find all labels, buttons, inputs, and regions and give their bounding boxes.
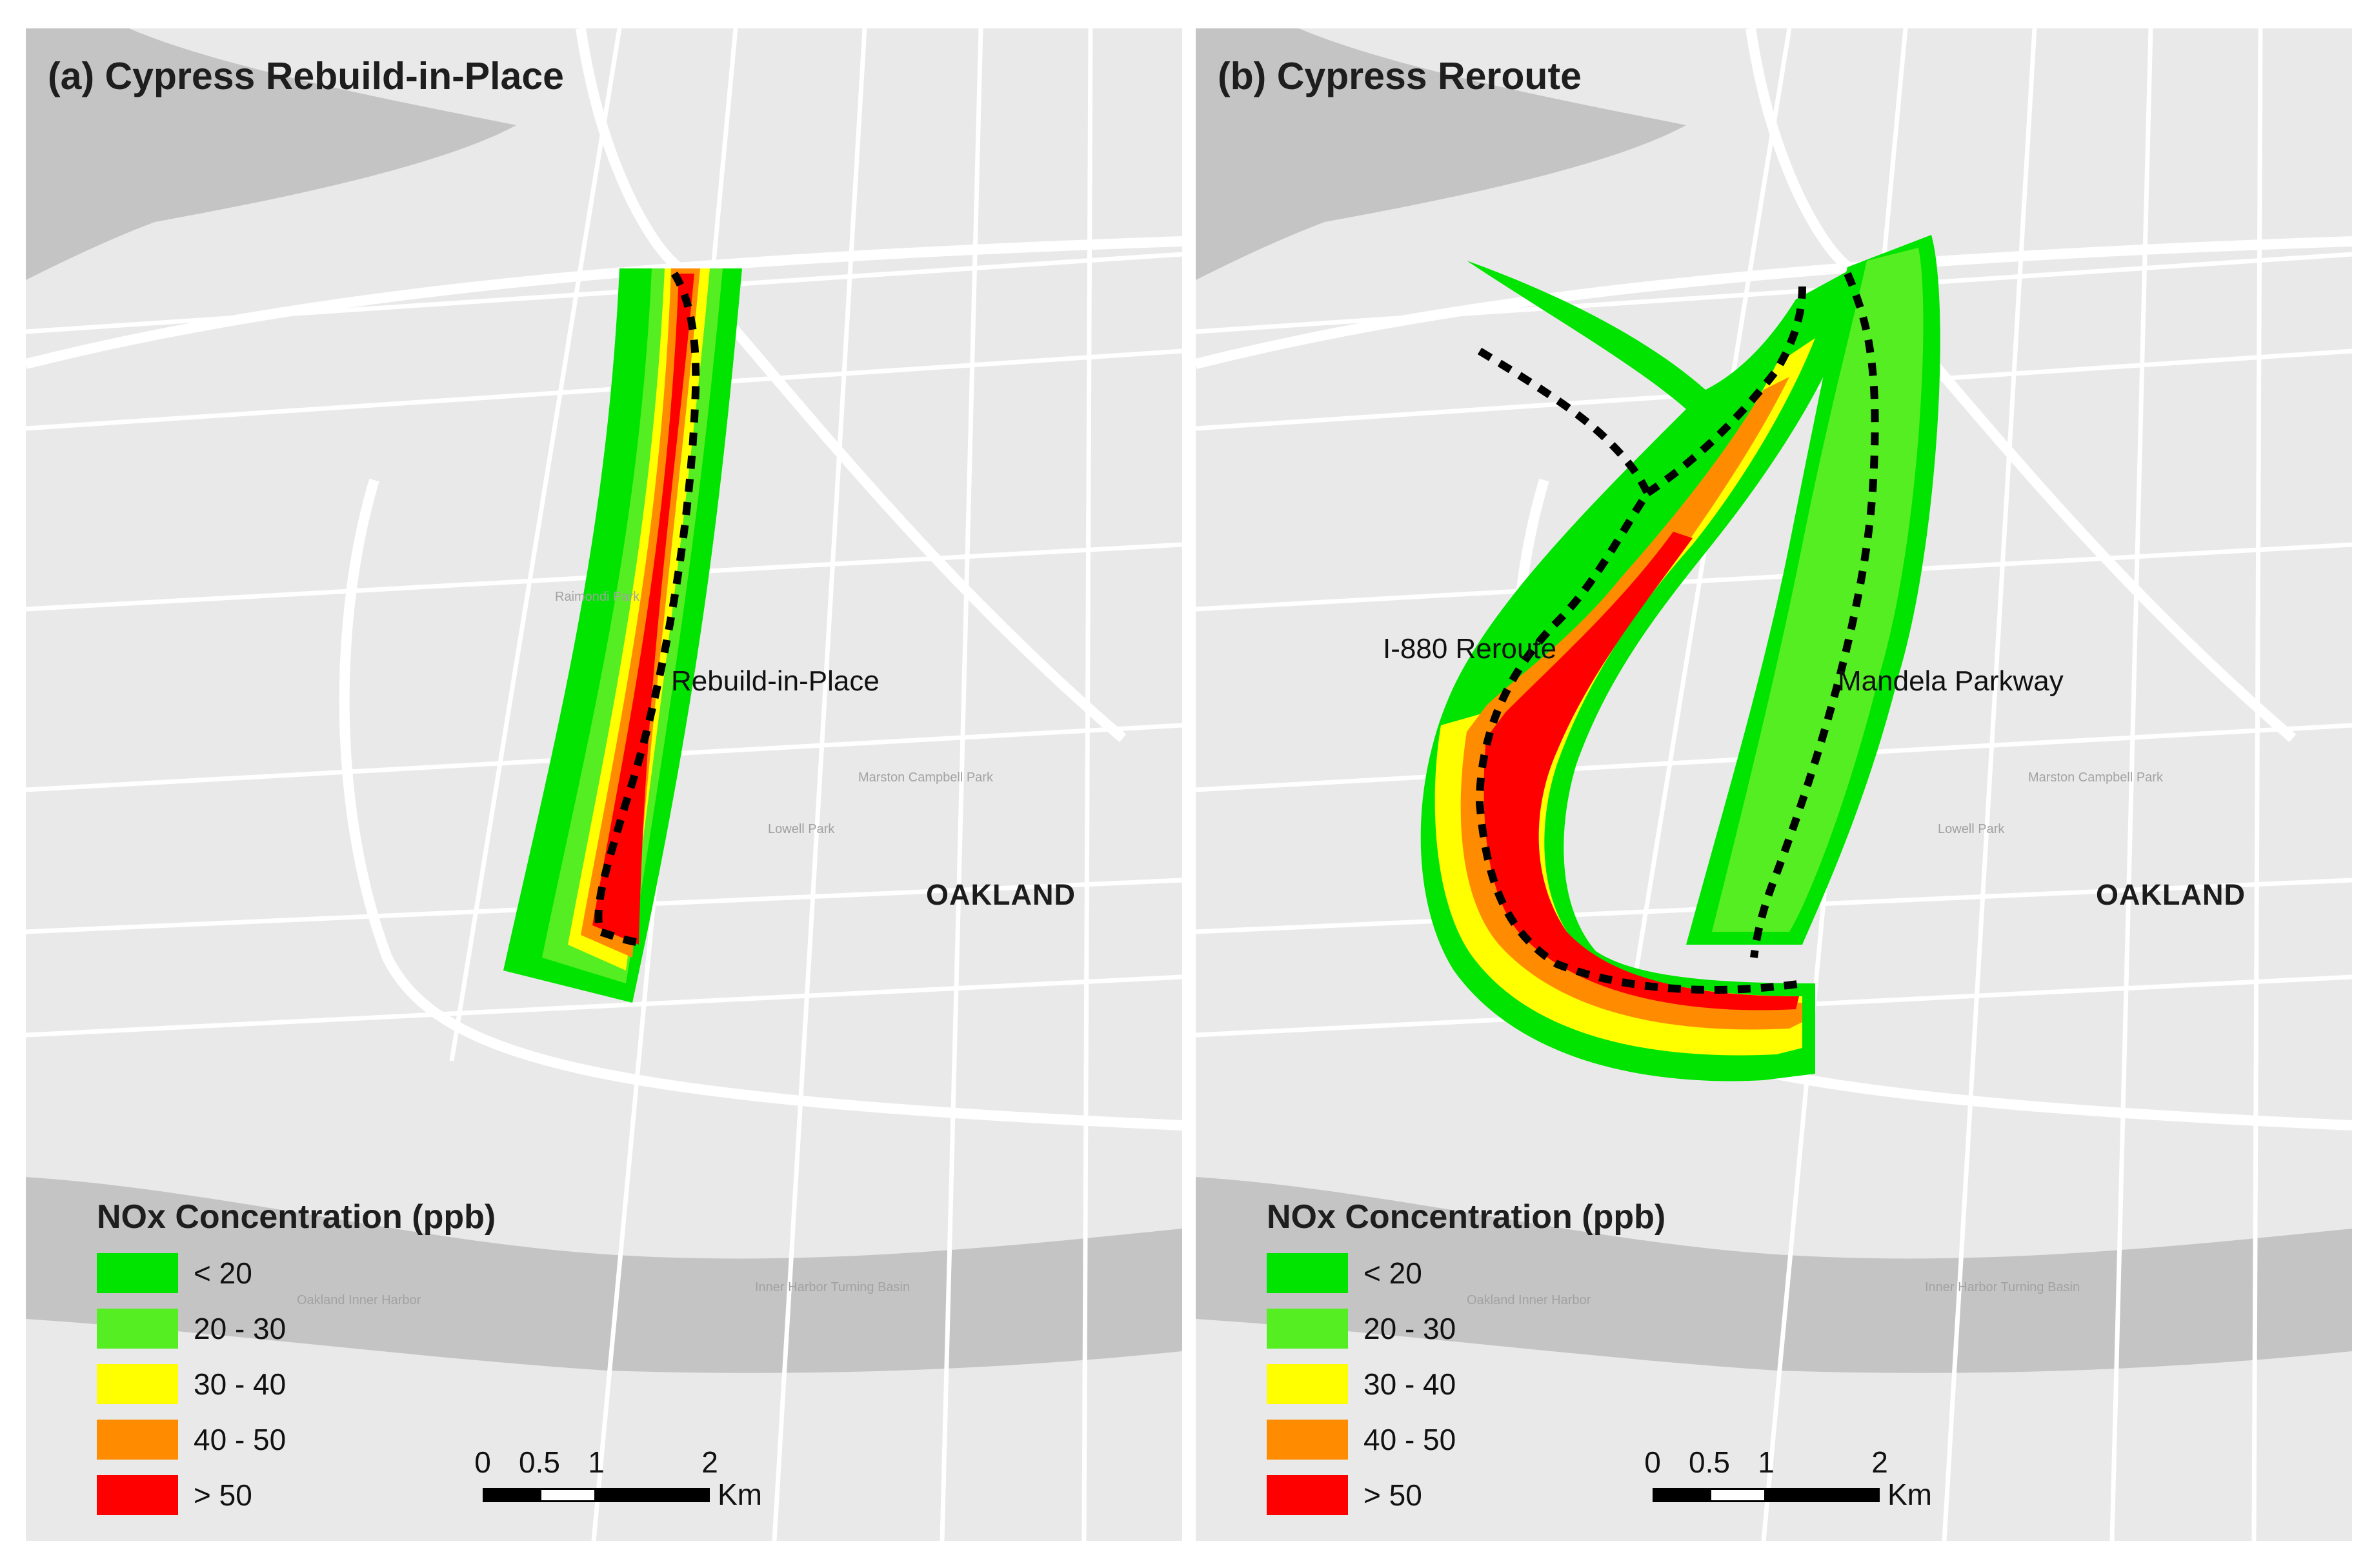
scale-segment bbox=[539, 1488, 596, 1502]
city-label: OAKLAND bbox=[926, 878, 1076, 911]
legend-item: 40 - 50 bbox=[97, 1412, 496, 1467]
legend-label: 40 - 50 bbox=[194, 1423, 287, 1456]
legend-item: 20 - 30 bbox=[97, 1301, 496, 1356]
legend-swatch bbox=[97, 1253, 178, 1293]
park-label: Marston Campbell Park bbox=[2028, 770, 2163, 785]
route-label-mandela: Mandela Parkway bbox=[1838, 665, 2064, 697]
legend-item: < 20 bbox=[1267, 1245, 1665, 1301]
bay-water bbox=[26, 28, 516, 280]
scale-tick-label: 2 bbox=[1871, 1445, 1888, 1479]
legend-label: < 20 bbox=[1363, 1256, 1422, 1290]
basemap-b bbox=[1196, 28, 2352, 1541]
scale-segment bbox=[483, 1488, 539, 1502]
reroute-line bbox=[1475, 347, 1803, 994]
park-label: Marston Campbell Park bbox=[858, 770, 993, 785]
legend-title: NOx Concentration (ppb) bbox=[97, 1198, 496, 1236]
legend-item: 30 - 40 bbox=[1267, 1356, 1665, 1412]
legend: NOx Concentration (ppb) < 20 20 - 30 30 … bbox=[97, 1198, 496, 1523]
scale-segment bbox=[596, 1488, 710, 1502]
scale-tick-label: 2 bbox=[701, 1445, 718, 1479]
scale-unit: Km bbox=[1887, 1478, 1932, 1511]
scale-bar: 0 0.5 1 2 Km bbox=[474, 1445, 777, 1516]
legend-item: > 50 bbox=[1267, 1467, 1665, 1523]
legend-swatch bbox=[1267, 1420, 1348, 1460]
city-label: OAKLAND bbox=[2096, 878, 2246, 911]
basin-label: Inner Harbor Turning Basin bbox=[1925, 1280, 2080, 1294]
legend-label: > 50 bbox=[1363, 1478, 1422, 1512]
legend-label: 30 - 40 bbox=[194, 1367, 287, 1401]
route-label-reroute: I-880 Reroute bbox=[1383, 633, 1557, 665]
scale-tick-label: 0.5 bbox=[519, 1445, 560, 1479]
legend-label: 40 - 50 bbox=[1363, 1423, 1456, 1456]
park-label: Raimondi Park bbox=[555, 590, 640, 604]
nox-plume-reroute bbox=[1420, 261, 1867, 1081]
scale-unit: Km bbox=[718, 1478, 762, 1511]
nox-plume-a bbox=[503, 268, 742, 1003]
legend-swatch bbox=[1267, 1364, 1348, 1404]
legend: NOx Concentration (ppb) < 20 20 - 30 30 … bbox=[1267, 1198, 1665, 1523]
legend-swatch bbox=[97, 1309, 178, 1349]
harbor-water bbox=[26, 1177, 1182, 1373]
harbor-label: Oakland Inner Harbor bbox=[297, 1293, 421, 1307]
legend-label: 20 - 30 bbox=[194, 1312, 287, 1345]
park-label: Lowell Park bbox=[1938, 822, 2005, 836]
map-panel-b: Inner Harbor Turning Basin Oakland Inner… bbox=[1196, 28, 2352, 1541]
panel-title: (b) Cypress Reroute bbox=[1218, 55, 1582, 97]
bay-water bbox=[1196, 28, 1686, 280]
scale-tick-label: 0 bbox=[1644, 1445, 1661, 1479]
mandela-line bbox=[1750, 272, 1879, 958]
scale-tick-label: 1 bbox=[588, 1445, 605, 1479]
legend-swatch bbox=[1267, 1475, 1348, 1515]
scale-segment bbox=[1653, 1488, 1709, 1502]
legend-item: > 50 bbox=[97, 1467, 496, 1523]
legend-item: 40 - 50 bbox=[1267, 1412, 1665, 1467]
legend-swatch bbox=[97, 1420, 178, 1460]
legend-item: < 20 bbox=[97, 1245, 496, 1301]
legend-swatch bbox=[97, 1475, 178, 1515]
map-panel-a: Inner Harbor Turning Basin Oakland Inner… bbox=[26, 28, 1182, 1541]
harbor-water bbox=[1196, 1177, 2352, 1373]
scale-tick-label: 0.5 bbox=[1689, 1445, 1730, 1479]
scale-bar: 0 0.5 1 2 Km bbox=[1644, 1445, 1947, 1516]
legend-swatch bbox=[97, 1364, 178, 1404]
legend-title: NOx Concentration (ppb) bbox=[1267, 1198, 1666, 1236]
reroute-branch bbox=[1645, 286, 1806, 496]
panel-title: (a) Cypress Rebuild-in-Place bbox=[48, 55, 564, 97]
route-label-rebuild: Rebuild-in-Place bbox=[671, 665, 880, 697]
scale-tick-label: 0 bbox=[474, 1445, 491, 1479]
legend-swatch bbox=[1267, 1253, 1348, 1293]
rebuild-route-line bbox=[594, 271, 700, 947]
legend-label: 20 - 30 bbox=[1363, 1312, 1456, 1345]
legend-label: < 20 bbox=[194, 1256, 252, 1290]
legend-item: 30 - 40 bbox=[97, 1356, 496, 1412]
legend-label: 30 - 40 bbox=[1363, 1367, 1456, 1401]
basemap-a bbox=[26, 28, 1182, 1541]
legend-swatch bbox=[1267, 1309, 1348, 1349]
scale-segment bbox=[1709, 1488, 1766, 1502]
park-label: Lowell Park bbox=[768, 822, 835, 836]
scale-tick-label: 1 bbox=[1758, 1445, 1775, 1479]
basin-label: Inner Harbor Turning Basin bbox=[755, 1280, 910, 1294]
scale-segment bbox=[1766, 1488, 1880, 1502]
harbor-label: Oakland Inner Harbor bbox=[1467, 1293, 1591, 1307]
legend-item: 20 - 30 bbox=[1267, 1301, 1665, 1356]
legend-label: > 50 bbox=[194, 1478, 252, 1512]
